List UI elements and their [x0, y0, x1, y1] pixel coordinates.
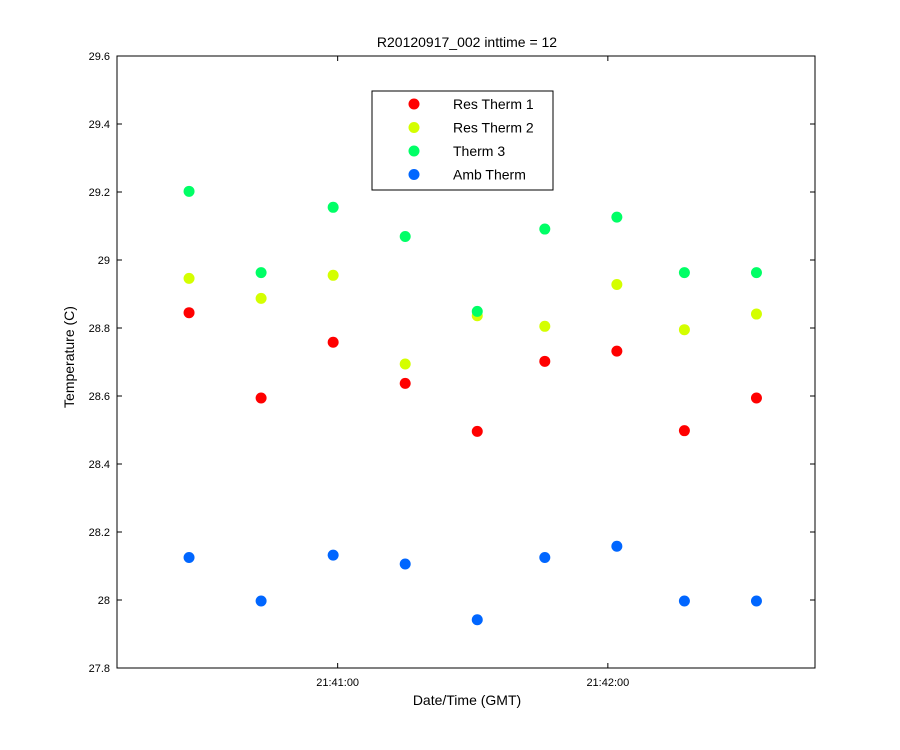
data-point [255, 292, 267, 304]
legend-label: Res Therm 1 [453, 96, 534, 112]
data-point [678, 324, 690, 336]
data-point [399, 558, 411, 570]
y-axis: 27.8 28 28.2 28.4 28.6 28.8 29 29.2 29.4 29.6 [89, 51, 815, 675]
y-tick-label: 29.4 [89, 119, 110, 131]
data-point [539, 223, 551, 235]
x-tick-label: 21:41:00 [316, 677, 359, 689]
legend-marker [408, 98, 420, 110]
legend-marker [408, 169, 420, 180]
data-points [183, 185, 762, 626]
data-point [471, 305, 483, 317]
data-point [611, 278, 623, 290]
data-point [750, 595, 762, 607]
data-point [183, 185, 195, 197]
data-point [678, 267, 690, 279]
y-axis-label: Temperature (C) [61, 306, 77, 408]
data-point [471, 614, 483, 626]
legend-box [371, 90, 554, 191]
data-point [399, 377, 411, 389]
data-point [183, 272, 195, 284]
data-point [539, 320, 551, 332]
y-tick-label: 29 [98, 255, 110, 267]
series-therm-3 [183, 185, 762, 317]
data-point [539, 355, 551, 367]
legend-marker [408, 122, 420, 133]
data-point [399, 231, 411, 243]
y-tick-label: 28.8 [89, 323, 110, 335]
data-point [611, 345, 623, 357]
y-tick-label: 28.2 [89, 527, 110, 539]
legend-marker [408, 145, 420, 157]
y-tick-label: 29.6 [89, 51, 110, 63]
legend: Res Therm 1 Res Therm 2 Therm 3 Amb Therm [371, 90, 554, 191]
data-point [678, 595, 690, 607]
chart-title: R20120917_002 inttime = 12 [377, 34, 557, 50]
series-res-therm-1 [183, 307, 762, 437]
x-axis: 21:41:00 21:42:00 [316, 56, 629, 689]
data-point [183, 307, 195, 319]
x-tick-label: 21:42:00 [586, 677, 629, 689]
y-tick-label: 28.4 [89, 459, 110, 471]
data-point [678, 425, 690, 437]
y-tick-label: 29.2 [89, 187, 110, 199]
series-res-therm-2 [183, 269, 762, 370]
data-point [750, 392, 762, 404]
y-tick-label: 27.8 [89, 663, 110, 675]
data-point [750, 308, 762, 320]
data-point [327, 269, 339, 281]
data-point [183, 552, 195, 563]
legend-label: Res Therm 2 [453, 120, 534, 136]
data-point [327, 336, 339, 348]
data-point [611, 540, 623, 552]
data-point [327, 549, 339, 561]
legend-label: Therm 3 [453, 143, 505, 159]
data-point [327, 201, 339, 213]
data-point [255, 267, 267, 279]
series-amb-therm [183, 540, 762, 626]
data-point [255, 595, 267, 607]
data-point [399, 358, 411, 370]
data-point [255, 392, 267, 404]
data-point [539, 552, 551, 563]
data-point [750, 267, 762, 279]
data-point [471, 425, 483, 437]
y-tick-label: 28.6 [89, 391, 110, 403]
data-point [611, 211, 623, 223]
y-tick-label: 28 [98, 595, 110, 607]
x-axis-label: Date/Time (GMT) [413, 692, 521, 708]
legend-label: Amb Therm [453, 167, 526, 183]
